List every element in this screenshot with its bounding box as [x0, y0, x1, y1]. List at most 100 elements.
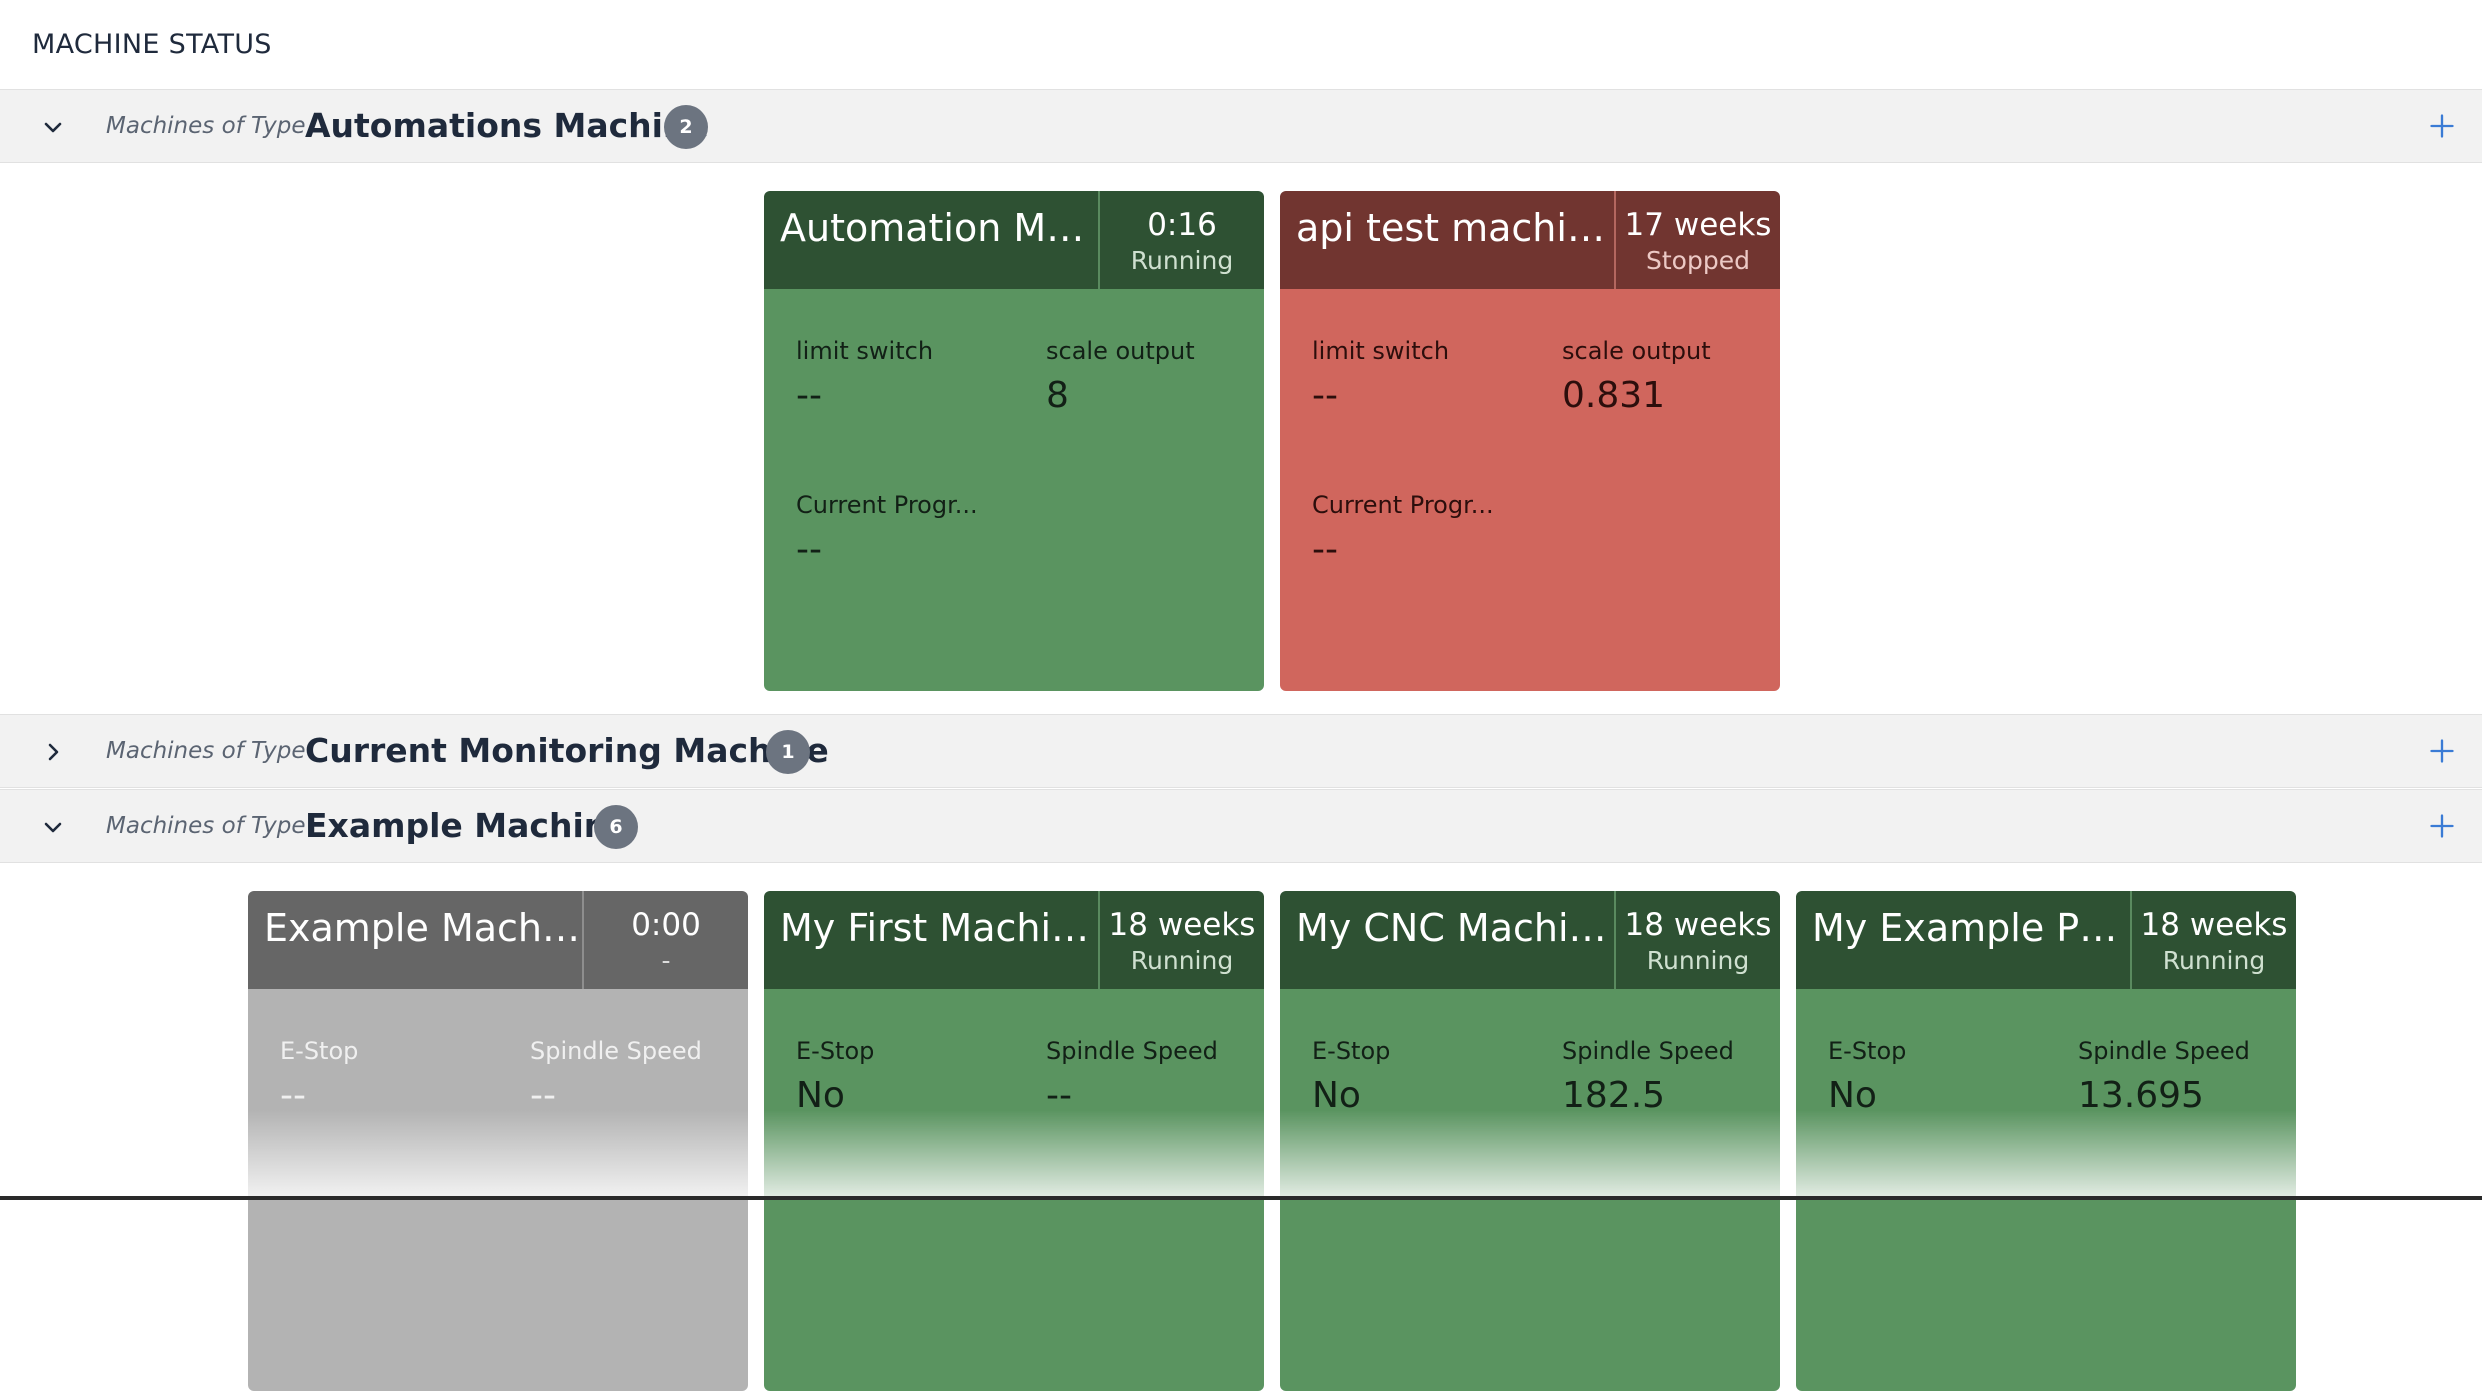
metric-label: Current Progr...	[796, 491, 978, 519]
metric-value: --	[530, 1075, 556, 1116]
machine-elapsed-time: 18 weeks	[2140, 907, 2288, 943]
header-divider	[1098, 891, 1100, 989]
machine-elapsed-time: 18 weeks	[1624, 907, 1772, 943]
metric-value: --	[796, 529, 822, 570]
group-prefix: Machines of Type	[106, 738, 306, 764]
group-count-badge: 2	[664, 105, 708, 149]
machine-card[interactable]: My First Machin... 18 weeks Running E-St…	[764, 891, 1264, 1391]
metric-value: --	[796, 375, 822, 416]
group-count-badge: 1	[766, 730, 810, 774]
machine-card[interactable]: Automation Ma... 0:16 Running limit swit…	[764, 191, 1264, 691]
machine-state: -	[661, 946, 671, 975]
header-divider	[1098, 191, 1100, 289]
metric-label: Current Progr...	[1312, 491, 1494, 519]
metric-value: 0.831	[1562, 375, 1666, 416]
metric-e-stop: E-Stop No	[1828, 1037, 2048, 1116]
machine-name: api test machin...	[1296, 206, 1612, 250]
chevron-down-icon[interactable]	[38, 112, 68, 142]
machine-card-header: My First Machin... 18 weeks Running	[764, 891, 1264, 989]
machine-elapsed-time: 0:16	[1147, 207, 1217, 243]
metric-value: --	[1312, 529, 1338, 570]
machine-card-body: E-Stop No Spindle Speed 13.695	[1796, 989, 2296, 1391]
metric-label: E-Stop	[1828, 1037, 1907, 1065]
metric-label: E-Stop	[1312, 1037, 1391, 1065]
metric-spindle-speed: Spindle Speed 182.5	[1562, 1037, 1780, 1116]
metric-value: No	[796, 1075, 845, 1116]
metric-limit-switch: limit switch --	[1312, 337, 1532, 416]
machine-state: Running	[1130, 246, 1234, 275]
metric-label: limit switch	[1312, 337, 1450, 365]
machine-card-header: Example Machine 0:00 -	[248, 891, 748, 989]
header-divider	[1614, 891, 1616, 989]
metric-label: Spindle Speed	[1562, 1037, 1734, 1065]
metric-value: --	[1312, 375, 1338, 416]
metric-value: --	[280, 1075, 306, 1116]
group-header-current-monitoring-machine[interactable]: Machines of Type Current Monitoring Mach…	[0, 714, 2482, 788]
add-machine-button[interactable]	[2422, 806, 2462, 846]
plus-icon	[2430, 114, 2454, 138]
group-type-name: Automations Machine	[305, 106, 709, 145]
machine-card[interactable]: My Example PP ... 18 weeks Running E-Sto…	[1796, 891, 2296, 1391]
machine-card-header: My CNC Machine 18 weeks Running	[1280, 891, 1780, 989]
header-divider	[1614, 191, 1616, 289]
metric-value: 8	[1046, 375, 1069, 416]
group-type-name: Current Monitoring Machine	[305, 731, 829, 770]
metric-label: scale output	[1046, 337, 1195, 365]
add-machine-button[interactable]	[2422, 731, 2462, 771]
machine-card-body: limit switch -- scale output 0.831 Curre…	[1280, 289, 1780, 691]
metric-label: Spindle Speed	[2078, 1037, 2250, 1065]
machine-card-header: api test machin... 17 weeks Stopped	[1280, 191, 1780, 289]
metric-value: No	[1312, 1075, 1361, 1116]
machine-card[interactable]: Example Machine 0:00 - E-Stop -- Spindle…	[248, 891, 748, 1391]
metric-e-stop: E-Stop No	[1312, 1037, 1532, 1116]
metric-label: Spindle Speed	[530, 1037, 702, 1065]
metric-value: No	[1828, 1075, 1877, 1116]
metric-e-stop: E-Stop No	[796, 1037, 1016, 1116]
metric-spindle-speed: Spindle Speed 13.695	[2078, 1037, 2296, 1116]
metric-label: E-Stop	[796, 1037, 875, 1065]
group-header-automations-machine[interactable]: Machines of Type Automations Machine 2	[0, 89, 2482, 163]
add-machine-button[interactable]	[2422, 106, 2462, 146]
machine-name: Example Machine	[264, 906, 580, 950]
machine-name: My First Machin...	[780, 906, 1096, 950]
metric-label: scale output	[1562, 337, 1711, 365]
metric-limit-switch: limit switch --	[796, 337, 1016, 416]
machine-state: Running	[2162, 946, 2266, 975]
machine-name: My Example PP ...	[1812, 906, 2128, 950]
metric-value: 13.695	[2078, 1075, 2204, 1116]
plus-icon	[2430, 739, 2454, 763]
group-type-name: Example Machine	[305, 806, 630, 845]
machine-card-body: limit switch -- scale output 8 Current P…	[764, 289, 1264, 691]
plus-icon	[2430, 814, 2454, 838]
group-prefix: Machines of Type	[106, 113, 306, 139]
metric-value: 182.5	[1562, 1075, 1666, 1116]
machine-card[interactable]: api test machin... 17 weeks Stopped limi…	[1280, 191, 1780, 691]
machine-card-body: E-Stop No Spindle Speed --	[764, 989, 1264, 1391]
group-count-badge: 6	[594, 805, 638, 849]
machine-name: Automation Ma...	[780, 206, 1096, 250]
metric-scale-output: scale output 0.831	[1562, 337, 1780, 416]
machine-name: My CNC Machine	[1296, 906, 1612, 950]
group-header-example-machine[interactable]: Machines of Type Example Machine 6	[0, 789, 2482, 863]
machine-card-header: Automation Ma... 0:16 Running	[764, 191, 1264, 289]
metric-e-stop: E-Stop --	[280, 1037, 500, 1116]
machine-state: Stopped	[1646, 246, 1750, 275]
metric-spindle-speed: Spindle Speed --	[530, 1037, 748, 1116]
header-divider	[2130, 891, 2132, 989]
metric-current-program: Current Progr... --	[1312, 491, 1532, 570]
machine-elapsed-time: 0:00	[631, 907, 701, 943]
bottom-edge	[0, 1196, 2482, 1200]
metric-label: E-Stop	[280, 1037, 359, 1065]
machine-elapsed-time: 18 weeks	[1108, 907, 1256, 943]
chevron-down-icon[interactable]	[38, 812, 68, 842]
metric-label: Spindle Speed	[1046, 1037, 1218, 1065]
page-title: MACHINE STATUS	[32, 29, 272, 60]
chevron-right-icon[interactable]	[38, 737, 68, 767]
metric-label: limit switch	[796, 337, 934, 365]
machine-card-body: E-Stop -- Spindle Speed --	[248, 989, 748, 1391]
metric-value: --	[1046, 1075, 1072, 1116]
machine-card[interactable]: My CNC Machine 18 weeks Running E-Stop N…	[1280, 891, 1780, 1391]
metric-current-program: Current Progr... --	[796, 491, 1016, 570]
metric-spindle-speed: Spindle Speed --	[1046, 1037, 1264, 1116]
machine-state: Running	[1646, 946, 1750, 975]
